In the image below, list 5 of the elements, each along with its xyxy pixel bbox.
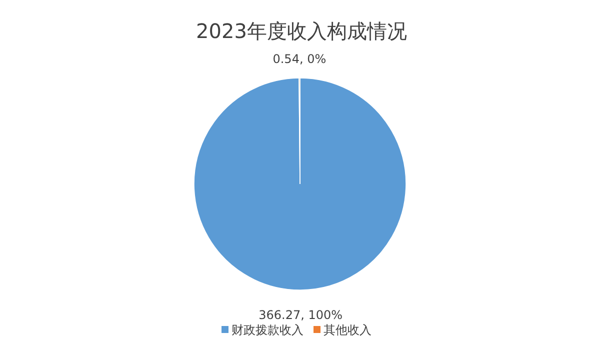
chart-title: 2023年度收入构成情况: [196, 19, 407, 43]
data-label: 366.27, 100%: [258, 308, 343, 322]
legend-label: 其他收入: [324, 323, 372, 337]
legend-label: 财政拨款收入: [232, 323, 304, 337]
data-label: 0.54, 0%: [272, 52, 326, 66]
